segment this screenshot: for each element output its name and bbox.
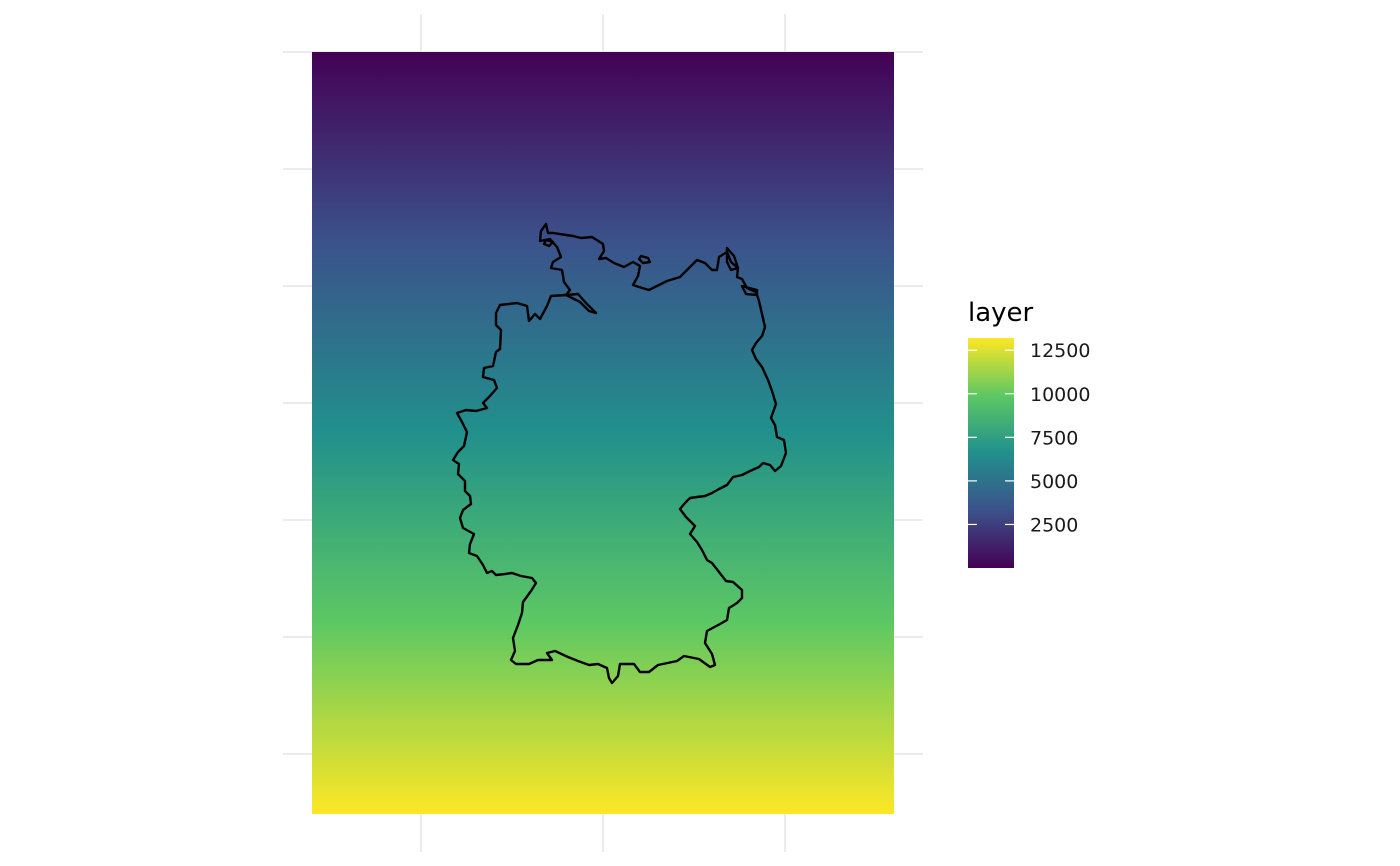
legend-label: 10000 bbox=[1030, 384, 1090, 406]
legend-label: 12500 bbox=[1030, 340, 1090, 362]
legend-ticks: 2500 5000 7500 10000 12500 bbox=[968, 340, 1090, 536]
legend-label: 7500 bbox=[1030, 427, 1078, 449]
legend-label: 2500 bbox=[1030, 514, 1078, 536]
country-outline bbox=[451, 222, 788, 685]
legend-colorbar bbox=[968, 338, 1014, 568]
color-legend: layer 2500 5000 7500 10000 12500 bbox=[968, 298, 1090, 568]
raster-layer bbox=[312, 52, 894, 814]
legend-label: 5000 bbox=[1030, 471, 1078, 493]
legend-title: layer bbox=[968, 298, 1034, 328]
